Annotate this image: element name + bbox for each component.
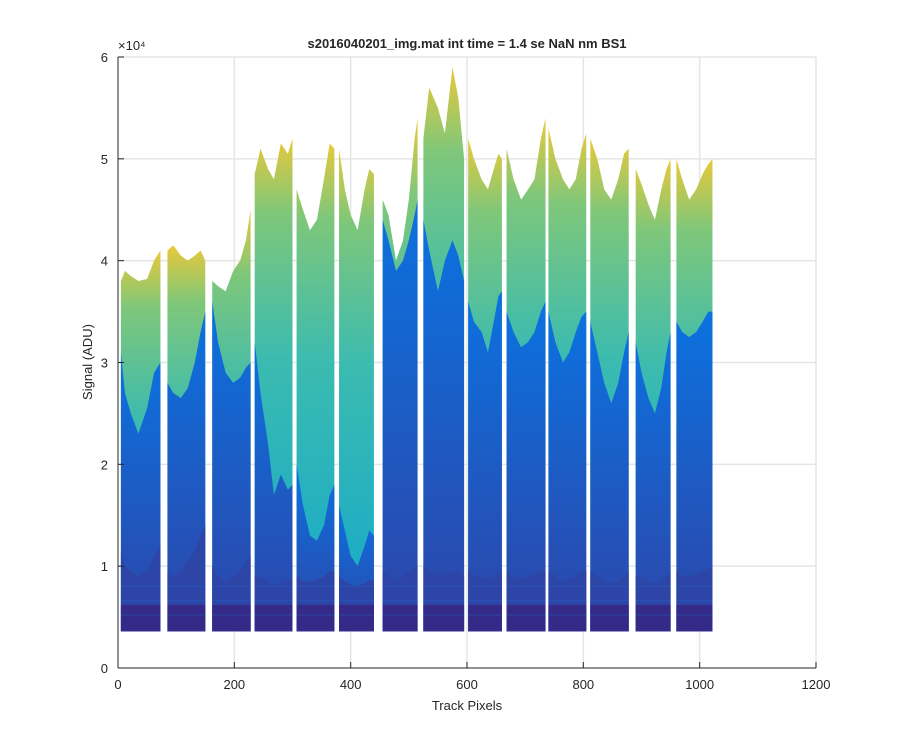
segment-floor-band	[296, 604, 335, 632]
x-tick-label: 200	[223, 677, 245, 692]
segment-6	[339, 148, 374, 632]
y-tick-label: 4	[101, 254, 108, 269]
y-tick-label: 1	[101, 559, 108, 574]
segment-floor-band	[167, 604, 206, 632]
segment-7	[382, 118, 418, 632]
segment-14	[676, 158, 713, 632]
segment-mid-band	[635, 331, 671, 632]
segment-floor-band	[423, 604, 465, 632]
chart-title: s2016040201_img.mat int time = 1.4 se Na…	[307, 36, 626, 51]
segment-floor-band	[506, 604, 546, 632]
segment-3	[212, 209, 251, 632]
x-tick-label: 1200	[802, 677, 831, 692]
segment-12	[590, 138, 629, 632]
y-tick-label: 0	[101, 661, 108, 676]
segment-upper-band	[339, 148, 374, 632]
segment-mid-band	[676, 311, 713, 632]
segment-floor-band	[212, 604, 251, 632]
data-layer	[120, 67, 713, 632]
segment-floor-band	[339, 604, 374, 632]
segment-10	[506, 118, 546, 632]
x-tick-label: 400	[340, 677, 362, 692]
segment-mid-band	[212, 301, 251, 632]
y-tick-label: 6	[101, 50, 108, 65]
x-tick-label: 0	[114, 677, 121, 692]
segment-floor-band	[120, 604, 161, 632]
segment-2	[167, 245, 206, 632]
segment-floor-band	[382, 604, 418, 632]
y-exponent-label: ×10⁴	[118, 38, 146, 53]
x-tick-label: 1000	[685, 677, 714, 692]
segment-mid-band	[468, 291, 502, 632]
segment-floor-band	[254, 604, 293, 632]
segment-mid-band	[120, 352, 161, 632]
segment-13	[635, 158, 671, 632]
x-tick-label: 600	[456, 677, 478, 692]
segment-floor-band	[590, 604, 629, 632]
segment-floor-band	[676, 604, 713, 632]
y-tick-label: 5	[101, 152, 108, 167]
segment-upper-band	[296, 143, 335, 632]
x-axis-label: Track Pixels	[432, 698, 503, 713]
segment-floor-band	[468, 604, 502, 632]
y-axis-label: Signal (ADU)	[80, 324, 95, 400]
segment-9	[468, 138, 502, 632]
segment-floor-band	[635, 604, 671, 632]
y-tick-label: 3	[101, 356, 108, 371]
axes	[117, 56, 817, 669]
segment-8	[423, 67, 465, 632]
segment-mid-band	[506, 301, 546, 632]
segment-mid-band	[590, 321, 629, 632]
x-tick-label: 800	[572, 677, 594, 692]
tick-labels: 0 200 400 600 800 1000 1200 0 1 2 3 4 5 6	[101, 50, 831, 692]
segment-mid-band	[382, 199, 418, 632]
segment-mid-band	[423, 219, 465, 632]
y-tick-label: 2	[101, 457, 108, 472]
segment-1	[120, 250, 161, 632]
segment-mid-band	[548, 311, 587, 632]
segment-floor-band	[548, 604, 587, 632]
segment-4	[254, 138, 293, 632]
segment-5	[296, 143, 335, 632]
segment-11	[548, 128, 587, 632]
segment-mid-band	[254, 342, 293, 632]
